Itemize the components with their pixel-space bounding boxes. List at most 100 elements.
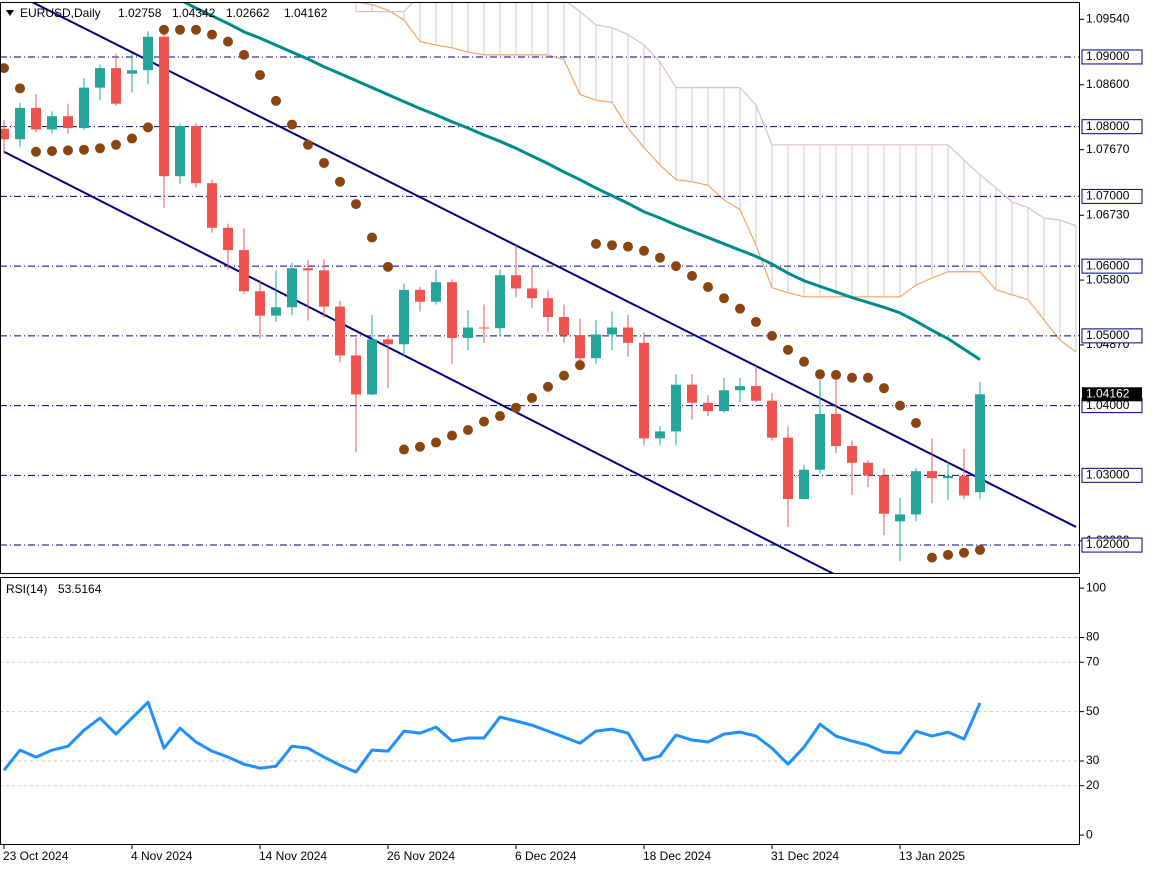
sar-dot <box>447 430 457 441</box>
y-tick-label: 1.09540 <box>1086 11 1130 25</box>
price-frame <box>0 2 1080 574</box>
level-box <box>1081 467 1143 483</box>
candle-body <box>591 334 601 359</box>
sar-dot <box>15 83 25 94</box>
candle-body <box>479 327 489 329</box>
axes: 1.095401.086001.076701.067301.058001.048… <box>3 11 1143 863</box>
candle-body <box>623 327 633 343</box>
candle-body <box>431 282 441 302</box>
sar-dot <box>223 36 233 47</box>
sar-dot <box>607 240 617 251</box>
header-low: 1.02662 <box>226 6 270 20</box>
sar-dot <box>479 416 489 427</box>
x-tick-label: 14 Nov 2024 <box>259 849 327 863</box>
rsi-frame <box>0 577 1080 845</box>
candle-body <box>559 317 569 336</box>
sar-dot <box>111 139 121 150</box>
sar-dot <box>975 544 985 555</box>
candle-body <box>895 514 905 522</box>
channel-line <box>29 2 1077 528</box>
candle-body <box>671 384 681 432</box>
sar-dot <box>511 402 521 413</box>
candle-body <box>223 227 233 251</box>
candle-body <box>911 471 921 515</box>
candle-body <box>335 306 345 356</box>
candle-body <box>63 116 73 129</box>
x-tick-label: 23 Oct 2024 <box>3 849 69 863</box>
sar-dot <box>159 24 169 35</box>
candle-body <box>767 400 777 438</box>
sar-dot <box>543 381 553 392</box>
candle-body <box>511 275 521 289</box>
candle-body <box>0 128 9 140</box>
sar-dot <box>351 199 361 210</box>
sar-dot <box>47 146 57 157</box>
rsi-title: RSI(14) <box>6 582 47 596</box>
sar-dot <box>431 437 441 448</box>
y-tick-label: 80 <box>1086 630 1100 644</box>
sar-dot <box>895 400 905 411</box>
sar-dot <box>831 369 841 380</box>
sar-dot <box>639 245 649 256</box>
candle-body <box>95 68 105 88</box>
sar-dot <box>303 139 313 150</box>
sar-dot <box>591 238 601 249</box>
x-tick-label: 26 Nov 2024 <box>387 849 455 863</box>
sar-dot <box>671 261 681 272</box>
y-tick-label: 20 <box>1086 778 1100 792</box>
candle-body <box>527 288 537 299</box>
candle-body <box>607 327 617 335</box>
sar-dot <box>79 144 89 155</box>
level-box <box>1081 328 1143 344</box>
candle-body <box>415 289 425 302</box>
sar-dot <box>959 547 969 558</box>
sar-dot <box>623 241 633 252</box>
y-tick-label: 70 <box>1086 654 1100 668</box>
candle-body <box>447 282 457 338</box>
sar-dot <box>687 270 697 281</box>
sar-dot <box>31 146 41 157</box>
x-tick-label: 4 Nov 2024 <box>131 849 193 863</box>
sar-dot <box>879 383 889 394</box>
level-label: 1.09000 <box>1086 49 1130 63</box>
candle-body <box>815 413 825 470</box>
candle-body <box>879 475 889 514</box>
menu-arrow[interactable] <box>6 10 14 16</box>
sar-dot <box>319 157 329 168</box>
candle-body <box>575 335 585 359</box>
sar-dot <box>735 303 745 314</box>
sar-dot <box>559 370 569 381</box>
level-box <box>1081 537 1143 553</box>
last-price-box <box>1082 387 1142 402</box>
sar-dot <box>783 344 793 355</box>
sar-dot <box>95 143 105 154</box>
candle-body <box>831 413 841 447</box>
sar-dot <box>799 356 809 367</box>
sar-dot <box>815 369 825 380</box>
level-label: 1.05000 <box>1086 328 1130 342</box>
candle-body <box>127 70 137 74</box>
y-tick-label: 100 <box>1086 580 1106 594</box>
sar-dot <box>127 133 137 144</box>
candle-body <box>303 268 313 271</box>
candle-body <box>15 107 25 140</box>
price-plot <box>0 2 1080 574</box>
rsi-value: 53.5164 <box>58 582 102 596</box>
candle-body <box>655 431 665 439</box>
sar-dot <box>271 95 281 106</box>
sar-dot <box>143 122 153 133</box>
candle-body <box>799 469 809 500</box>
candle-body <box>159 36 169 177</box>
candle-body <box>207 183 217 228</box>
sar-dot <box>239 49 249 60</box>
rsi-line <box>2 700 982 774</box>
candle-body <box>31 107 41 130</box>
candle-body <box>399 289 409 345</box>
x-tick-label: 31 Dec 2024 <box>771 849 839 863</box>
sar-dot <box>383 261 393 272</box>
candle-body <box>639 342 649 439</box>
candle-body <box>79 87 89 129</box>
symbol-title: EURUSD,Daily <box>20 6 101 20</box>
y-tick-label: 1.08600 <box>1086 77 1130 91</box>
sar-dot <box>655 252 665 263</box>
